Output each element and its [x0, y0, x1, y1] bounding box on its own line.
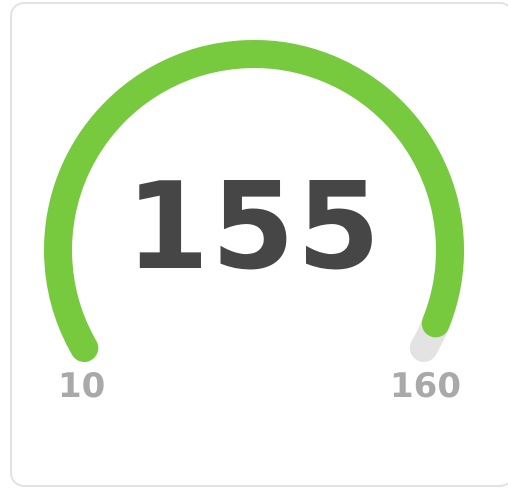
gauge-fill [44, 40, 464, 362]
gauge-min-label: 10 [58, 366, 106, 406]
gauge-value: 155 [125, 158, 383, 297]
gauge-max-label: 160 [390, 366, 461, 406]
gauge-card [10, 2, 508, 487]
